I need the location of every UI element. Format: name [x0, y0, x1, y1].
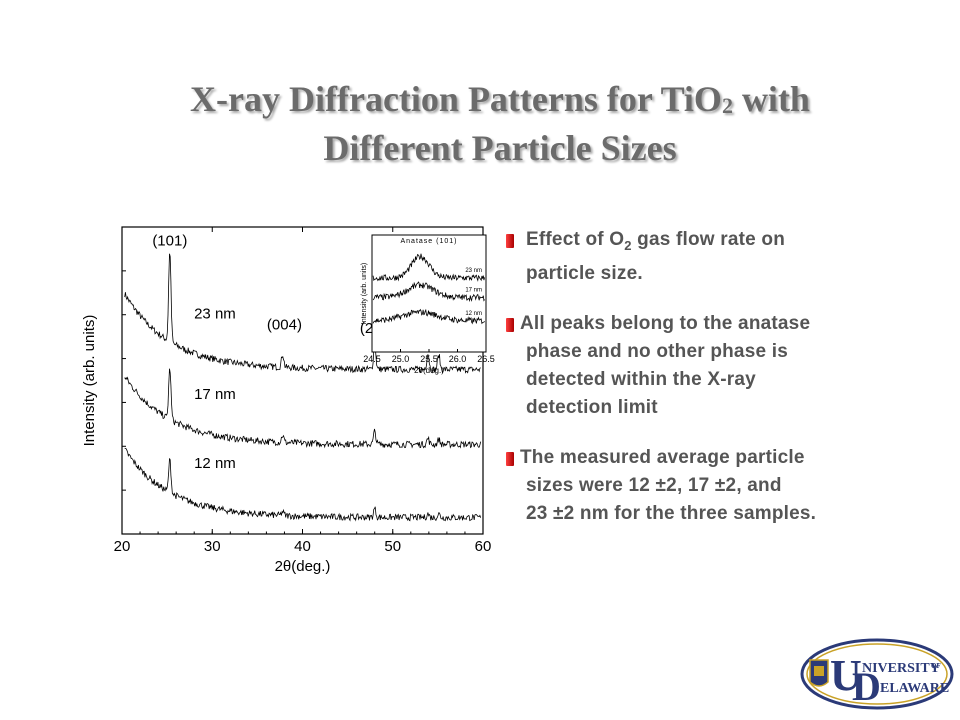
inset-x-tick-label: 25.0: [392, 354, 410, 364]
bullet-line: detection limit: [526, 396, 658, 418]
x-tick-label: 40: [294, 538, 311, 555]
inset-title: Anatase (101): [401, 238, 458, 245]
x-tick-label: 50: [384, 538, 401, 555]
inset-x-tick-label: 25.5: [420, 354, 438, 364]
bullet-item: All peaks belong to the anatase phase an…: [506, 310, 926, 422]
y-axis-label: Intensity (arb. units): [81, 315, 98, 447]
svg-text:ELAWARE: ELAWARE: [880, 681, 949, 696]
bullet-item: The measured average particle sizes were…: [506, 444, 926, 528]
bullet-item: Effect of O2 gas flow rate on particle s…: [506, 226, 926, 288]
svg-text:NIVERSITY: NIVERSITY: [862, 661, 940, 676]
series-line-17nm: [124, 368, 482, 449]
x-tick-label: 30: [204, 538, 221, 555]
slide-title: X-ray Diffraction Patterns for TiO2 with…: [120, 78, 880, 170]
series-label: 17 nm: [194, 386, 236, 403]
bullet-line: Effect of O2 gas flow rate on: [526, 229, 786, 253]
title-subscript: 2: [721, 93, 733, 118]
inset-series-line: [372, 281, 485, 303]
title-text: X-ray Diffraction Patterns for TiO: [190, 79, 722, 119]
inset-series-label: 12 nm: [465, 311, 482, 317]
inset-x-axis-label: 2θ(deg.): [414, 366, 444, 375]
series-line-23nm: [124, 253, 481, 374]
series-line-12nm: [124, 447, 482, 522]
title-line-1: X-ray Diffraction Patterns for TiO2 with: [120, 78, 880, 127]
bullet-line: detected within the X-ray: [526, 368, 756, 390]
inset-series-line: [372, 308, 485, 325]
bullet-list: Effect of O2 gas flow rate on particle s…: [506, 226, 926, 550]
title-line-2: Different Particle Sizes: [323, 128, 677, 168]
svg-text:D: D: [852, 664, 881, 709]
bullet-line: All peaks belong to the anatase: [520, 312, 811, 334]
bullet-marker-icon: [506, 317, 514, 332]
svg-text:U: U: [830, 651, 862, 700]
svg-text:OF: OF: [931, 662, 941, 670]
xrd-chart: 20 30 40 50 60 2θ(deg.) Intensity (arb. units)…: [81, 226, 495, 575]
inset-series-line: [372, 253, 485, 282]
inset-series-label: 17 nm: [465, 288, 482, 294]
x-axis-label: 2θ(deg.): [275, 558, 331, 575]
bullet-line: sizes were 12 ±2, 17 ±2, and: [526, 474, 782, 496]
bullet-marker-icon: [506, 234, 514, 248]
inset-x-tick-label: 26.0: [449, 354, 467, 364]
series-label: 23 nm: [194, 305, 236, 322]
bullet-marker-icon: [506, 451, 514, 466]
bullet-line: particle size.: [526, 262, 643, 284]
peak-annotation: (101): [152, 232, 187, 249]
inset-plot: Anatase (101) 24.5 25.0 25.5 26.0 26.5 2θ(deg.…: [361, 234, 495, 375]
inset-x-tick-label: 24.5: [363, 354, 381, 364]
title-text-end: with: [732, 79, 810, 119]
university-logo: U D NIVERSITY OF ELAWARE: [800, 638, 954, 710]
inset-x-tick-label: 26.5: [477, 354, 495, 364]
bullet-line: phase and no other phase is: [526, 340, 788, 362]
peak-annotation: (004): [267, 316, 302, 333]
bullet-line: 23 ±2 nm for the three samples.: [526, 502, 817, 524]
series-label: 12 nm: [194, 455, 236, 472]
bullet-line: The measured average particle: [520, 446, 805, 468]
inset-series-label: 23 nm: [465, 268, 482, 274]
x-tick-label: 60: [475, 538, 492, 555]
inset-y-axis-label: Intensity (arb. units): [361, 263, 368, 324]
x-tick-label: 20: [114, 538, 131, 555]
